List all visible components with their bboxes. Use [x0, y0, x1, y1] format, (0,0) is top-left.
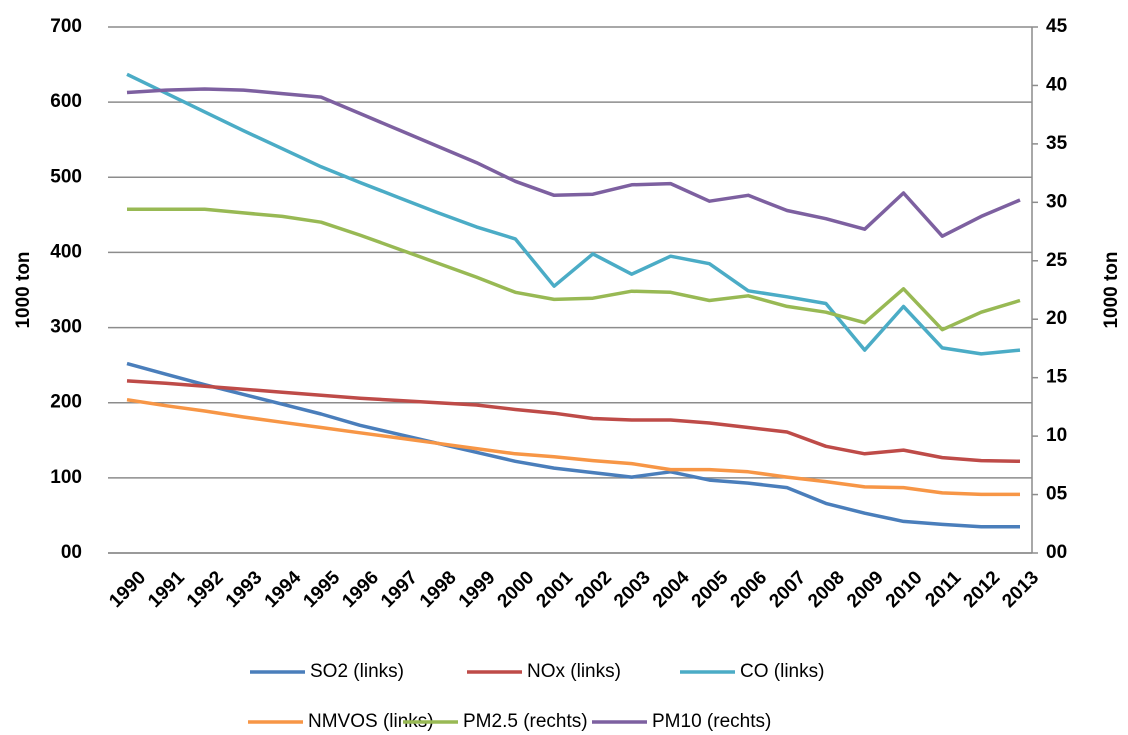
y2-tick-label: 20 [1046, 308, 1067, 329]
x-tick-label: 1999 [455, 567, 500, 612]
y-tick-label: 400 [50, 241, 82, 262]
x-tick-label: 1990 [105, 567, 150, 612]
x-tick-label: 1993 [222, 567, 267, 612]
series-line [127, 207, 1021, 332]
y2-tick-label: 00 [1046, 542, 1067, 563]
legend-label: NOx (links) [527, 661, 621, 682]
x-tick-label: 2006 [727, 567, 772, 612]
x-tick-label: 1996 [338, 567, 383, 612]
y-tick-label: 300 [50, 317, 82, 338]
x-tick-label: 2005 [688, 567, 733, 612]
x-tick-label: 2003 [610, 567, 655, 612]
x-tick-label: 2012 [960, 567, 1005, 612]
x-tick-label: 2001 [532, 567, 577, 612]
y-axis-label: 1000 ton [13, 251, 34, 328]
y2-tick-label: 35 [1046, 133, 1068, 154]
x-tick-label: 2013 [998, 567, 1043, 612]
y-tick-label: 500 [50, 166, 82, 187]
y-tick-label: 00 [61, 542, 82, 563]
y2-tick-label: 45 [1046, 16, 1068, 37]
x-tick-label: 2000 [494, 567, 539, 612]
y2-tick-label: 05 [1046, 484, 1068, 505]
y2-tick-label: 30 [1046, 191, 1067, 212]
x-tick-label: 1998 [416, 567, 461, 612]
x-tick-label: 2007 [765, 567, 810, 612]
x-tick-label: 1994 [261, 567, 306, 612]
x-tick-label: 2008 [804, 567, 849, 612]
legend-label: CO (links) [740, 661, 824, 682]
y-tick-label: 700 [50, 16, 82, 37]
x-tick-label: 1991 [144, 567, 189, 612]
x-tick-label: 1995 [299, 567, 344, 612]
x-tick-label: 2009 [843, 567, 888, 612]
x-tick-label: 2002 [571, 567, 616, 612]
y2-axis-label: 1000 ton [1101, 251, 1122, 328]
y2-tick-label: 40 [1046, 74, 1067, 95]
legend-label: NMVOS (links) [308, 711, 434, 732]
x-tick-label: 1992 [183, 567, 228, 612]
y-tick-label: 600 [50, 91, 82, 112]
x-tick-label: 2004 [649, 567, 694, 612]
y-tick-label: 100 [50, 467, 82, 488]
legend-label: SO2 (links) [310, 661, 404, 682]
series-line [126, 72, 1021, 356]
series-line [126, 87, 1021, 238]
x-tick-label: 2010 [882, 567, 927, 612]
x-tick-label: 1997 [377, 567, 422, 612]
series-line [126, 361, 1020, 529]
y2-tick-label: 25 [1046, 250, 1068, 271]
y2-tick-label: 10 [1046, 425, 1067, 446]
series-line [126, 379, 1021, 464]
series-line [126, 397, 1020, 497]
legend-label: PM10 (rechts) [652, 711, 771, 732]
legend-label: PM2.5 (rechts) [463, 711, 588, 732]
y2-tick-label: 15 [1046, 367, 1068, 388]
y-tick-label: 200 [50, 392, 82, 413]
x-tick-label: 2011 [921, 567, 965, 611]
